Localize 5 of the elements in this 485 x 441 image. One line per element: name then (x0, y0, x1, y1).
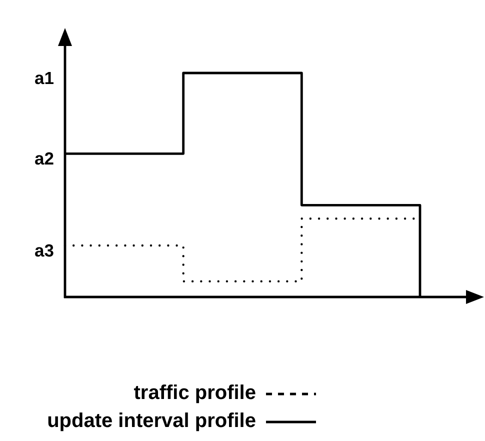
text: a3 (34, 240, 54, 260)
legend-label: update interval profile (47, 410, 256, 432)
legend-label: traffic profile (134, 382, 256, 404)
text: a2 (34, 148, 54, 169)
text: a1 (34, 68, 54, 88)
